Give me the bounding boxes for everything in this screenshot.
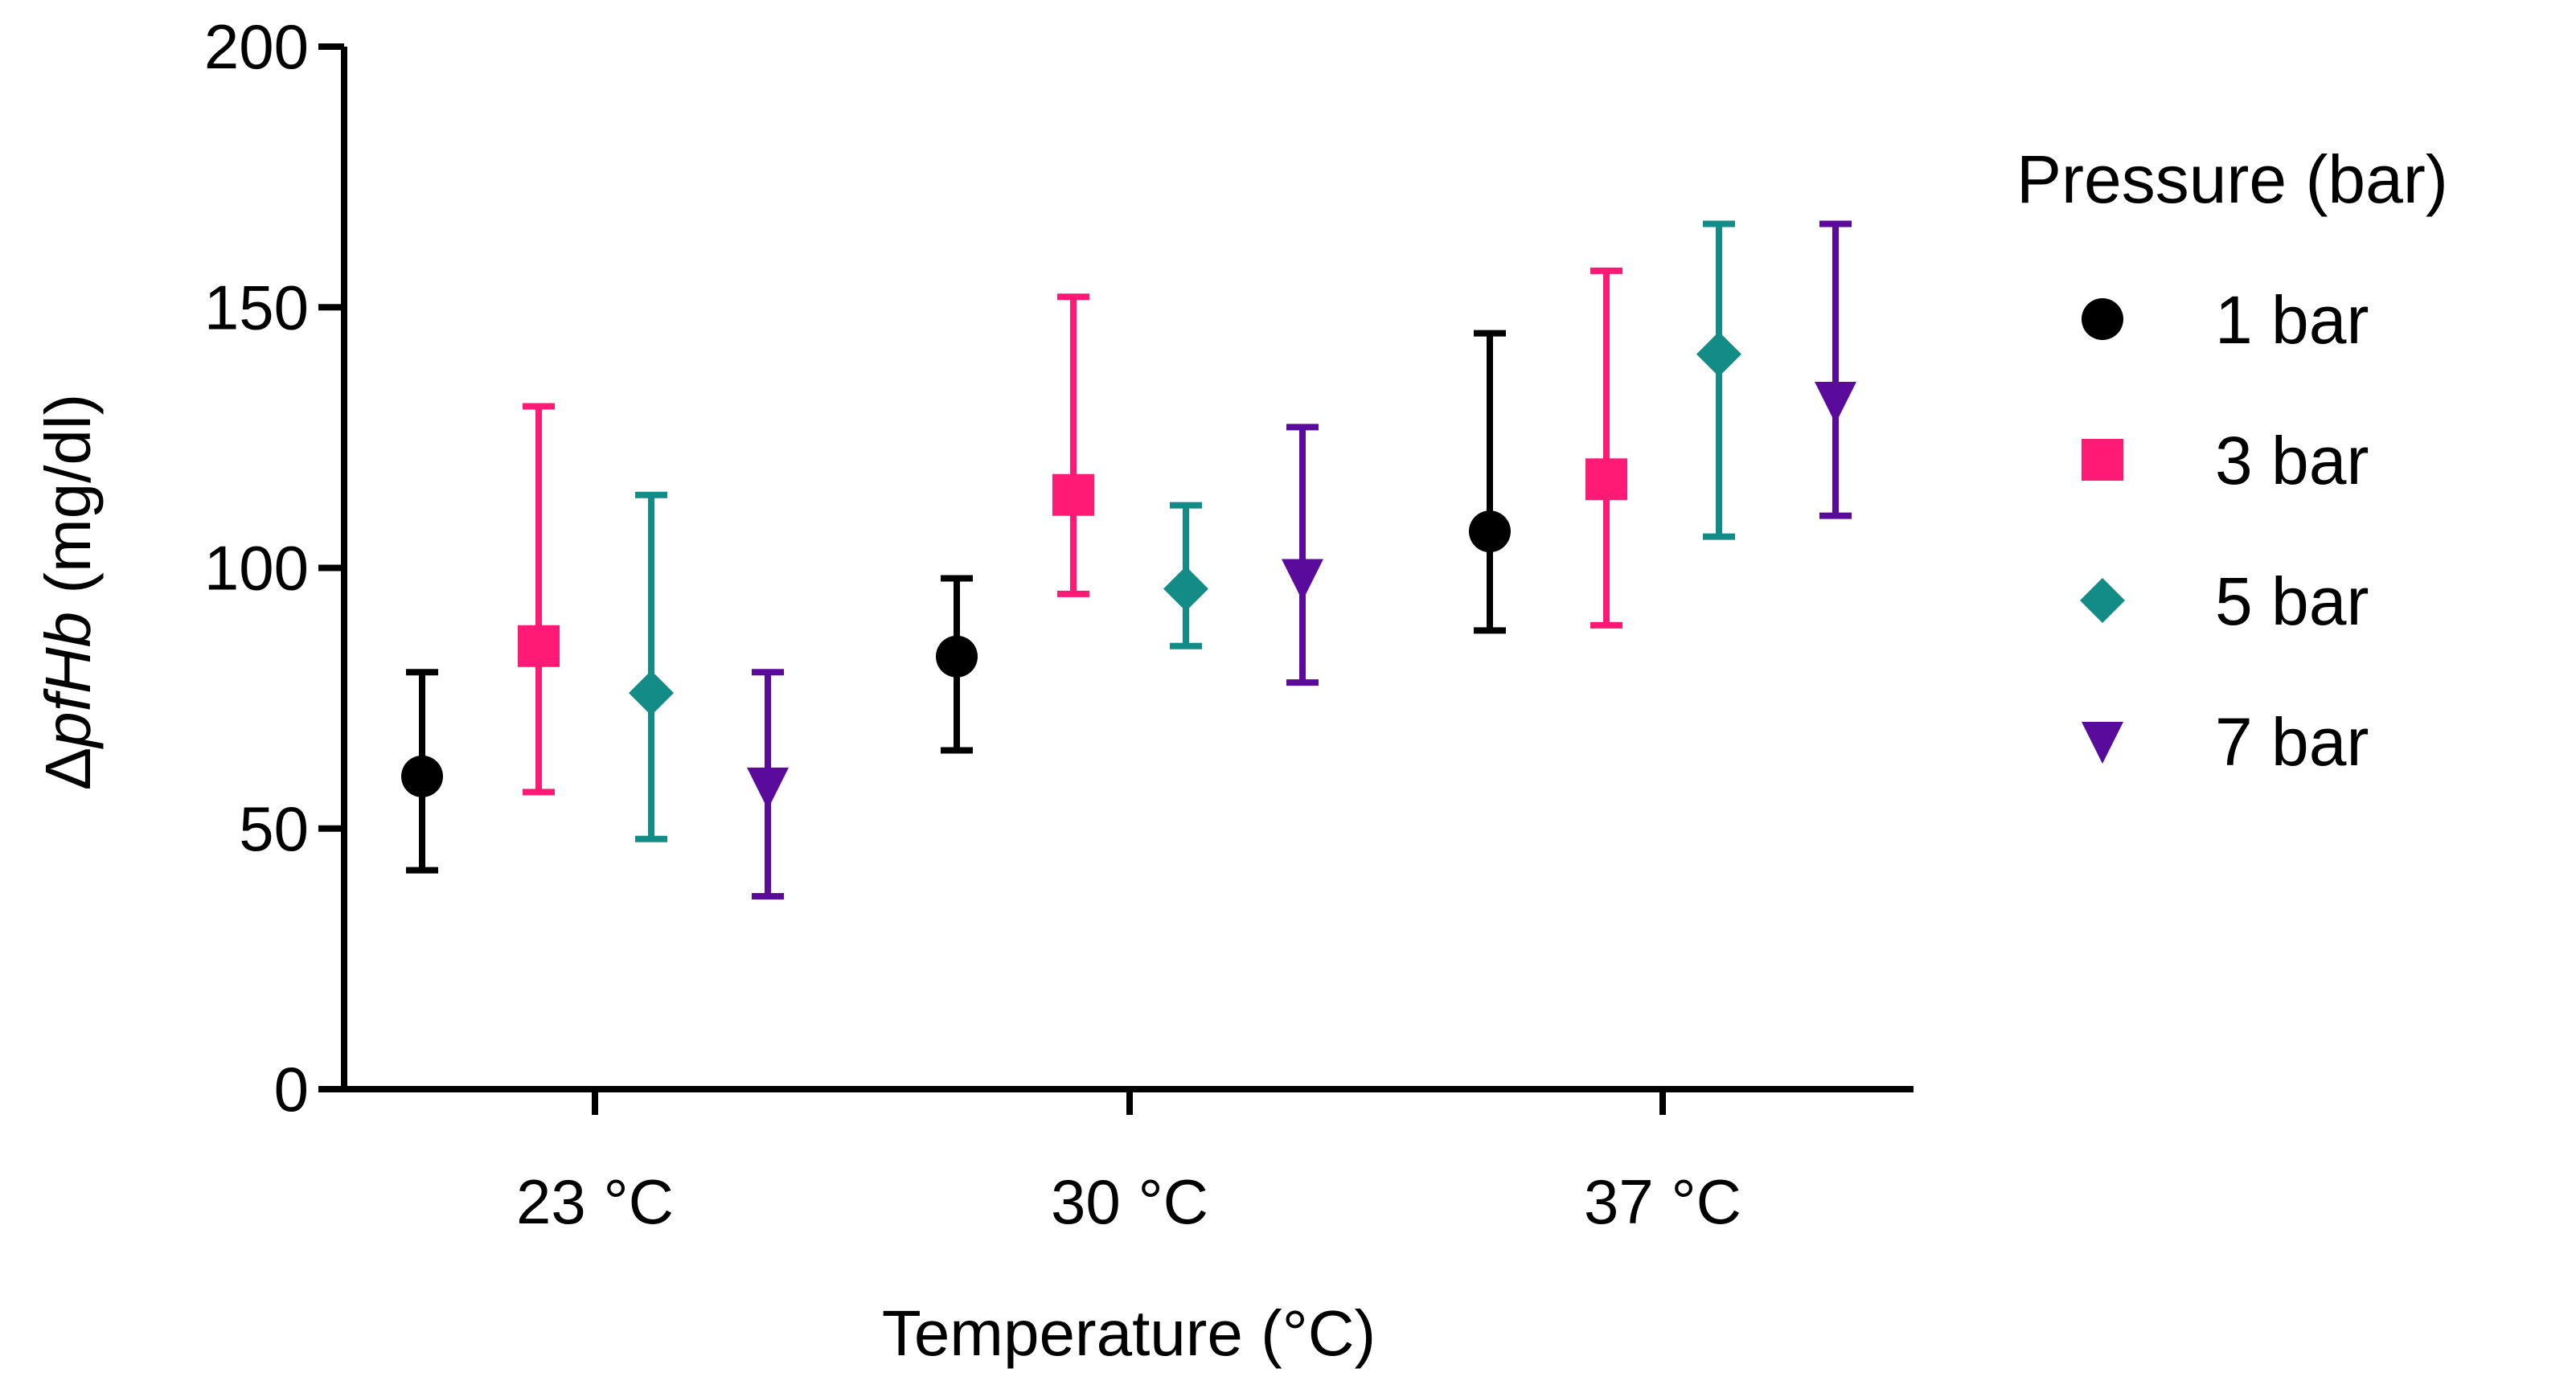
y-tick-label: 100 bbox=[204, 533, 309, 604]
legend-item: 5 bar bbox=[2080, 563, 2369, 639]
data-point-circle bbox=[401, 755, 443, 797]
legend-marker-triangle-down bbox=[2082, 722, 2123, 764]
legend-items: 1 bar 3 bar 5 bar 7 bar bbox=[2080, 282, 2369, 780]
data-point-diamond bbox=[629, 670, 674, 716]
data-point-triangle-down bbox=[1815, 381, 1856, 424]
y-axis-title: ΔpfHb (mg/dl) bbox=[32, 394, 104, 791]
data-point-diamond bbox=[1163, 566, 1208, 612]
data-point-square bbox=[1052, 473, 1094, 516]
y-tick-label: 50 bbox=[239, 793, 309, 864]
data-point-square bbox=[518, 625, 560, 667]
axes bbox=[341, 47, 1914, 1092]
series-5-bar bbox=[629, 220, 1741, 842]
x-axis-title: Temperature (°C) bbox=[882, 1297, 1376, 1369]
data-point-square bbox=[1585, 458, 1627, 501]
x-tick-label: 23 °C bbox=[516, 1166, 674, 1237]
y-axis-title-prefix: Δ bbox=[32, 748, 104, 790]
data-point-circle bbox=[1469, 510, 1511, 553]
legend-label: 7 bar bbox=[2215, 704, 2369, 780]
y-axis-title-suffix: (mg/dl) bbox=[32, 394, 104, 612]
series-3-bar bbox=[518, 267, 1627, 796]
legend-item: 3 bar bbox=[2082, 423, 2369, 498]
y-tick-label: 150 bbox=[204, 272, 309, 342]
data-point-circle bbox=[936, 635, 978, 678]
legend: Pressure (bar) 1 bar 3 bar 5 bar 7 bar bbox=[2016, 141, 2448, 780]
x-ticks: 23 °C 30 °C 37 °C bbox=[516, 1089, 1741, 1237]
x-tick-label: 37 °C bbox=[1584, 1166, 1741, 1237]
legend-item: 1 bar bbox=[2082, 282, 2369, 358]
legend-marker-square bbox=[2082, 439, 2123, 481]
data-point-triangle-down bbox=[747, 767, 789, 809]
legend-marker-diamond bbox=[2080, 578, 2125, 623]
plot-marks bbox=[401, 220, 1856, 900]
legend-item: 7 bar bbox=[2082, 704, 2369, 780]
series-1-bar bbox=[401, 330, 1511, 874]
legend-marker-circle bbox=[2082, 298, 2123, 340]
legend-label: 5 bar bbox=[2215, 563, 2369, 639]
y-axis-title-italic: pfHb bbox=[32, 612, 104, 749]
x-tick-label: 30 °C bbox=[1051, 1166, 1208, 1237]
legend-title: Pressure (bar) bbox=[2016, 141, 2448, 217]
y-tick-label: 200 bbox=[204, 11, 309, 82]
y-tick-label: 0 bbox=[274, 1054, 309, 1125]
y-ticks: 0 50 100 150 200 bbox=[204, 11, 344, 1125]
data-point-diamond bbox=[1696, 331, 1741, 377]
legend-label: 1 bar bbox=[2215, 282, 2369, 358]
legend-label: 3 bar bbox=[2215, 423, 2369, 498]
series-7-bar bbox=[747, 220, 1856, 900]
data-point-triangle-down bbox=[1282, 559, 1323, 601]
